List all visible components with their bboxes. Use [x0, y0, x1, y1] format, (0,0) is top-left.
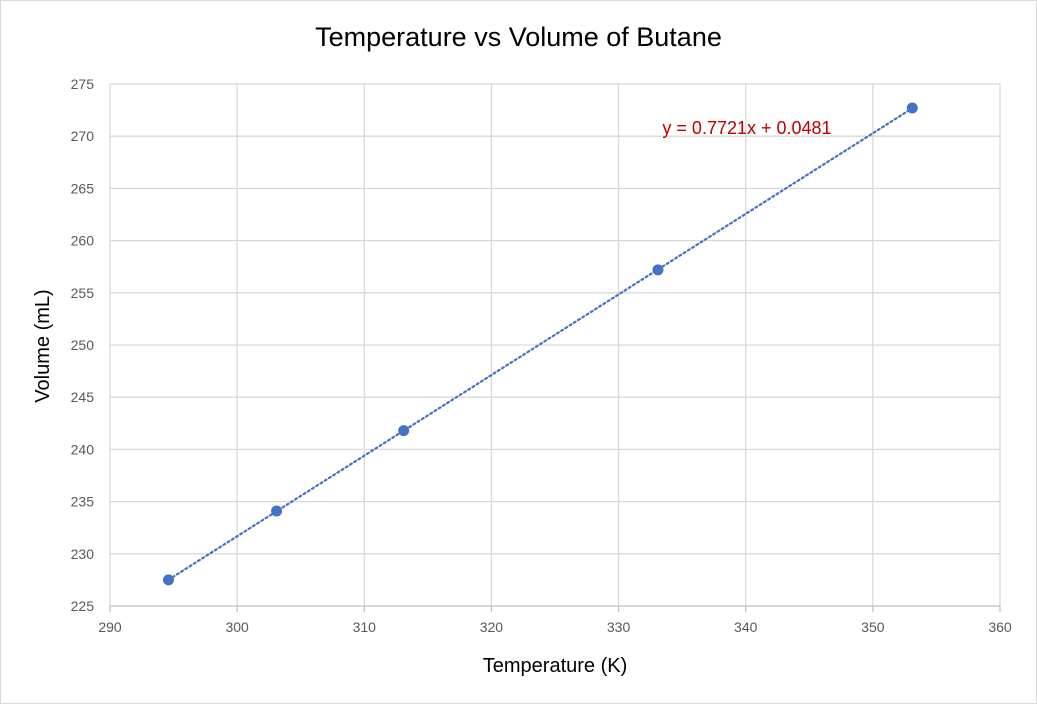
data-point [398, 425, 410, 437]
y-tick-label: 265 [71, 180, 95, 196]
axes [109, 84, 1001, 612]
y-tick-label: 260 [71, 233, 95, 249]
x-tick-label: 350 [861, 619, 885, 635]
y-tick-label: 230 [71, 546, 95, 562]
y-tick-label: 225 [71, 598, 95, 614]
y-tick-label: 250 [71, 337, 95, 353]
x-tick-label: 340 [734, 619, 758, 635]
trendline-equation: y = 0.7721x + 0.0481 [662, 118, 831, 138]
y-axis-title: Volume (mL) [32, 289, 54, 402]
x-tick-label: 330 [607, 619, 631, 635]
x-axis-title: Temperature (K) [483, 655, 628, 677]
x-tick-label: 320 [480, 619, 504, 635]
y-tick-labels: 225 230 235 240 245 250 255 260 265 270 275 [71, 76, 95, 614]
x-tick-label: 300 [225, 619, 249, 635]
data-points [162, 102, 918, 586]
y-tick-label: 235 [71, 494, 95, 510]
trendline-group [167, 107, 914, 581]
trendline [167, 107, 914, 581]
x-tick-label: 290 [98, 619, 122, 635]
data-point [906, 102, 918, 114]
x-tick-label: 310 [353, 619, 377, 635]
x-tick-label: 360 [988, 619, 1012, 635]
gridlines [110, 83, 1001, 606]
data-point [162, 574, 174, 586]
data-point [652, 264, 664, 276]
y-tick-label: 240 [71, 441, 95, 457]
y-tick-label: 270 [71, 128, 95, 144]
y-tick-label: 245 [71, 389, 95, 405]
data-point [271, 505, 283, 517]
y-tick-label: 255 [71, 285, 95, 301]
chart-title: Temperature vs Volume of Butane [315, 22, 722, 52]
x-tick-labels: 290 300 310 320 330 340 350 360 [98, 619, 1012, 635]
y-tick-label: 275 [71, 76, 95, 92]
